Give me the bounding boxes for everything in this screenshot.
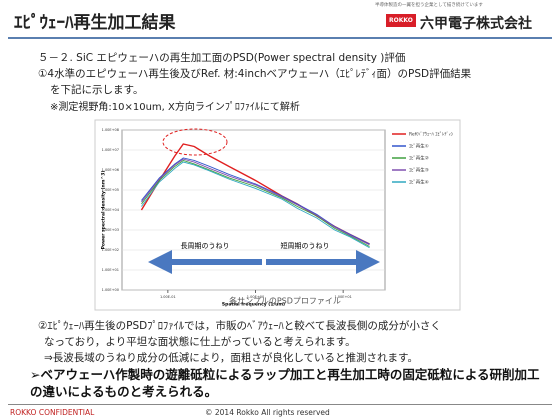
series-line [141,157,370,245]
y-tick-label: 1.00E+04 [102,208,120,212]
highlight-ellipse [162,128,228,156]
series-line [141,161,370,249]
y-tick-label: 1.00E+01 [102,268,119,272]
y-tick-label: 1.00E+00 [102,288,119,292]
legend-label: Ref(ﾍﾞｱｳｪｰﾊ ｴﾋﾟﾚﾃﾞｨ) [409,131,453,138]
legend-label: ｴﾋﾟ再生① [409,143,429,150]
annotation: 短周期のうねり [281,241,330,250]
finding-line: なっており，より平坦な面状態に仕上がっていると考えられます。 [44,336,356,348]
annotation: 長周期のうねり [181,242,230,250]
legend-label: ｴﾋﾟ再生② [409,155,429,162]
x-tick-label: 1.00E+01 [334,295,351,299]
x-tick-label: 1.00E+00 [247,295,264,299]
logo: ROKKO [386,14,416,27]
section-heading: ５－２. SiC エピウェーハの再生加工面のPSD(Power spectral… [38,52,406,64]
caption: 各サンプルのPSDプロファイル [229,296,341,306]
intro-line: ①4水準のエピウェーハ再生後及びRef. 材:4inchベアウェーハ（ｴﾋﾟﾚﾃ… [38,68,472,80]
series-line [141,158,370,246]
chart-frame [94,119,461,311]
intro-note: ※測定視野角:10×10um, X方向ラインﾌﾟﾛﾌｧｲﾙにて解析 [50,102,300,113]
y-tick-label: 1.00E+05 [102,188,119,192]
slide-title: ｴﾋﾟｳｪｰﾊ再生加工結果 [14,13,176,33]
x-tick-label: 1.00E-01 [160,295,176,299]
footer-rule [8,404,552,405]
y-tick-label: 1.00E+06 [102,168,119,172]
conclusion: ➢ベアウェーハ作製時の遊離砥粒によるラップ加工と再生加工時の固定砥粒による研削加… [30,367,540,399]
finding-line: ②ｴﾋﾟｳｪｰﾊ再生後のPSDﾌﾟﾛﾌｧｲﾙでは，市販のﾍﾞｱｳｪｰﾊと較べて長… [38,320,441,332]
header-rule [8,37,552,39]
footer-center: © 2014 Rokko All rights reserved [205,408,330,417]
y-tick-label: 1.00E+02 [102,248,119,252]
finding-line: ⇒長波長域のうねり成分の低減により，面粗さが良化していると推測されます。 [44,352,418,364]
y-axis-label: Power spectral density (nm^3) [101,171,107,250]
company: 六甲電子株式会社 [420,16,532,32]
footer-left: ROKKO CONFIDENTIAL [10,408,95,417]
x-axis-label: Spatial frequency (1/um) [222,302,285,308]
y-tick-label: 1.00E+03 [102,228,119,232]
series-line [141,159,370,247]
y-tick-label: 1.00E+07 [102,148,119,152]
legend-label: ｴﾋﾟ再生④ [409,179,429,186]
y-tick-label: 1.00E+08 [102,128,119,132]
intro-line: を下記に示します。 [50,84,144,96]
tagline: 半導体製造の一翼を担う企業として描き続けています [375,3,483,8]
legend-label: ｴﾋﾟ再生③ [409,167,429,174]
